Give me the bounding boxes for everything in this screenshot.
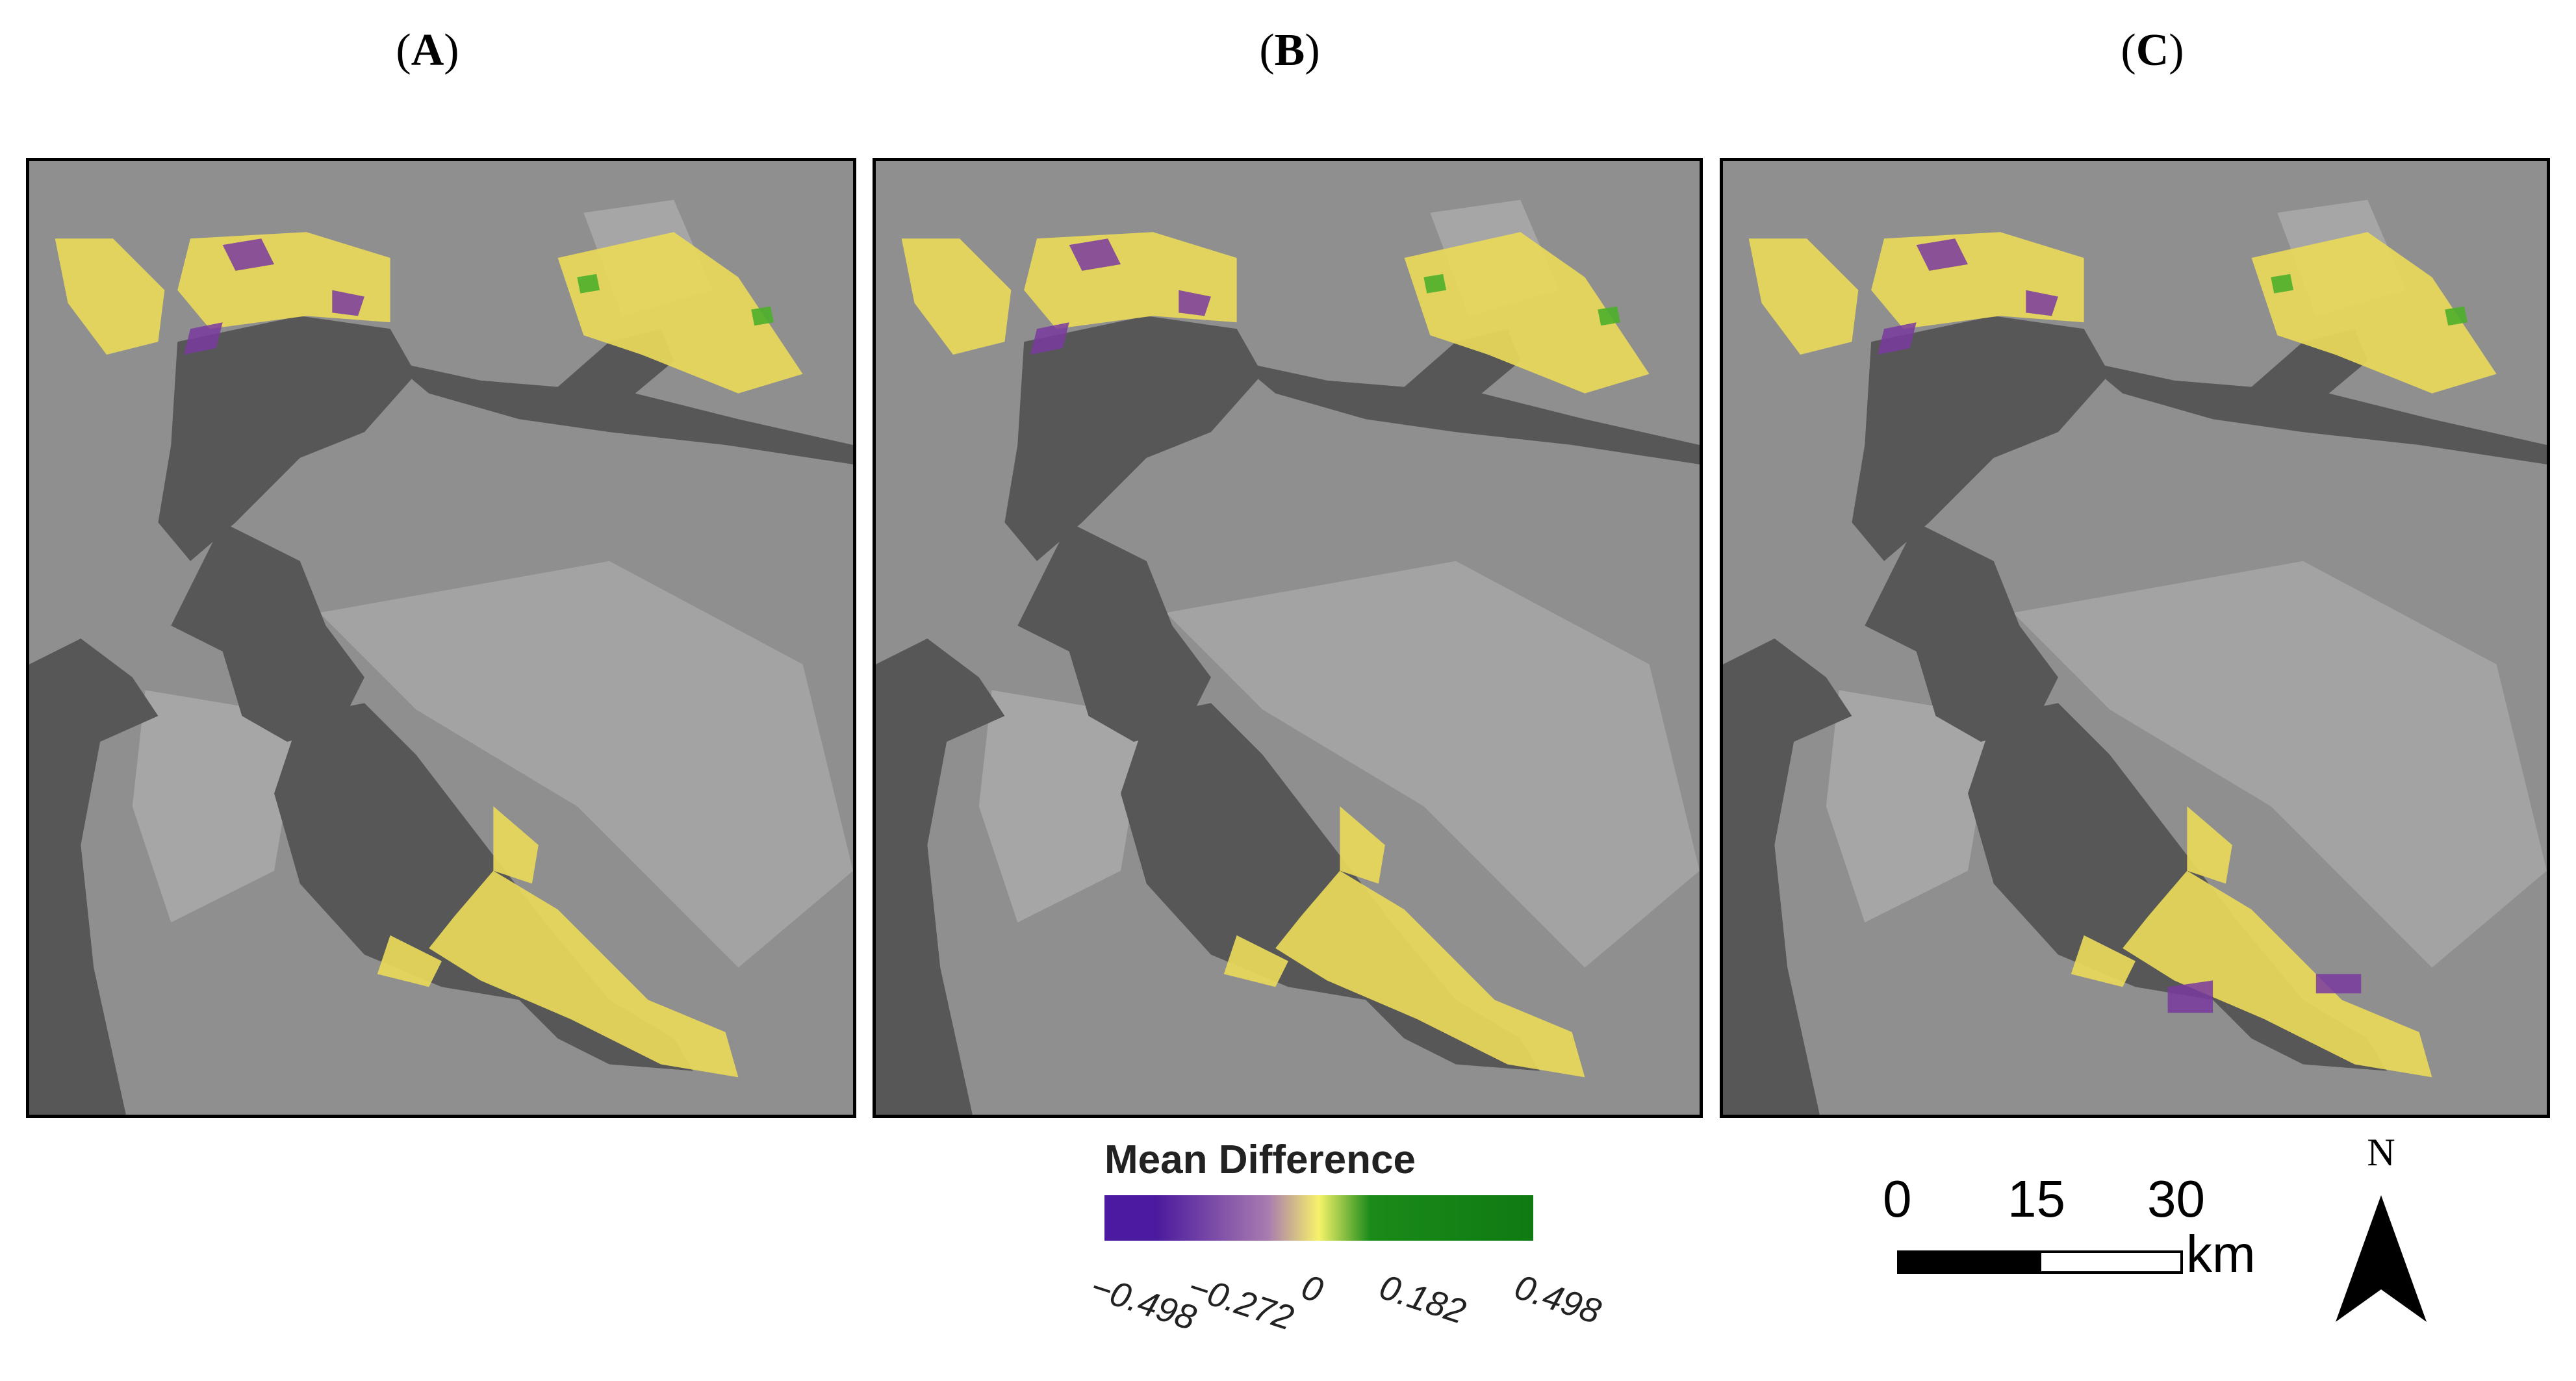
wetland-patch (2123, 870, 2432, 1078)
map-panel-c (1720, 158, 2550, 1118)
wetland-green (1423, 273, 1447, 294)
central-bay (1017, 522, 1211, 742)
urban-area (132, 690, 300, 923)
wetland-patch (1404, 232, 1650, 394)
ocean (29, 638, 159, 1115)
wetland-patch (493, 806, 539, 884)
urban-area (319, 561, 853, 968)
wetland-patch (1223, 935, 1288, 987)
legend: Mean Difference −0.498 −0.272 0 0.182 0.… (1086, 1137, 1605, 1358)
wetland-patch (2187, 806, 2232, 884)
wetland-purple (1878, 322, 1917, 355)
ocean (876, 638, 1005, 1115)
wetland-patch (377, 935, 442, 987)
suisun-bay (2084, 329, 2547, 464)
wetland-purple (2167, 980, 2213, 1013)
urban-area (1166, 561, 1700, 968)
wetland-patch (1275, 870, 1585, 1078)
wetland-green (1598, 306, 1620, 326)
scale-label-15: 15 (2008, 1170, 2065, 1228)
wetland-green (751, 306, 774, 326)
san-pablo-bay (1852, 316, 2110, 561)
legend-color-ramp (1104, 1195, 1533, 1241)
suisun-bay (390, 329, 853, 464)
wetland-purple (184, 322, 223, 355)
urban-area (978, 690, 1147, 923)
scale-bar: 0 15 30 km (1871, 1169, 2326, 1286)
wetland-purple (2026, 290, 2058, 316)
map-a (29, 161, 853, 1115)
ocean (1723, 638, 1852, 1115)
wetland-purple (1179, 290, 1211, 316)
wetland-patch (55, 238, 165, 355)
wetland-patch (557, 232, 803, 394)
legend-tick-2: −0.272 (1183, 1267, 1299, 1338)
wetland-purple (222, 238, 275, 271)
legend-title: Mean Difference (1104, 1137, 1416, 1182)
map-b (876, 161, 1700, 1115)
central-bay (171, 522, 364, 742)
legend-tick-5: 0.498 (1510, 1267, 1606, 1332)
north-arrow: N (2326, 1130, 2436, 1325)
map-panel-a (26, 158, 856, 1118)
scale-label-0: 0 (1883, 1170, 1912, 1228)
san-pablo-bay (1004, 316, 1263, 561)
scale-unit: km (2186, 1225, 2256, 1283)
panel-label-a: (A) (396, 25, 459, 75)
map-c (1723, 161, 2547, 1115)
scale-bar-graphic (1897, 1250, 2183, 1274)
wetland-patch (901, 238, 1012, 355)
wetland-patch (1748, 238, 1859, 355)
legend-tick-3: 0 (1297, 1267, 1328, 1311)
panel-label-b: (B) (1259, 25, 1320, 75)
wetland-patch (2251, 232, 2497, 394)
wetland-green (2445, 306, 2468, 326)
wetland-purple (1069, 238, 1121, 271)
san-pablo-bay (158, 316, 416, 561)
wetland-patch (429, 870, 739, 1078)
legend-tick-4: 0.182 (1375, 1267, 1471, 1332)
wetland-purple (332, 290, 364, 316)
scale-label-30: 30 (2147, 1170, 2205, 1228)
wetland-patch (1340, 806, 1385, 884)
wetland-purple (1030, 322, 1069, 355)
urban-area (2013, 561, 2547, 968)
wetland-patch (2071, 935, 2136, 987)
wetland-purple (2315, 974, 2362, 994)
map-panel-b (873, 158, 1703, 1118)
wetland-purple (1916, 238, 1969, 271)
suisun-bay (1236, 329, 1700, 464)
north-arrow-icon (2336, 1195, 2427, 1322)
panel-label-c: (C) (2121, 25, 2184, 75)
wetland-green (2271, 273, 2294, 294)
urban-area (1826, 690, 1994, 923)
central-bay (1865, 522, 2058, 742)
wetland-green (577, 273, 600, 294)
north-letter: N (2367, 1131, 2395, 1174)
